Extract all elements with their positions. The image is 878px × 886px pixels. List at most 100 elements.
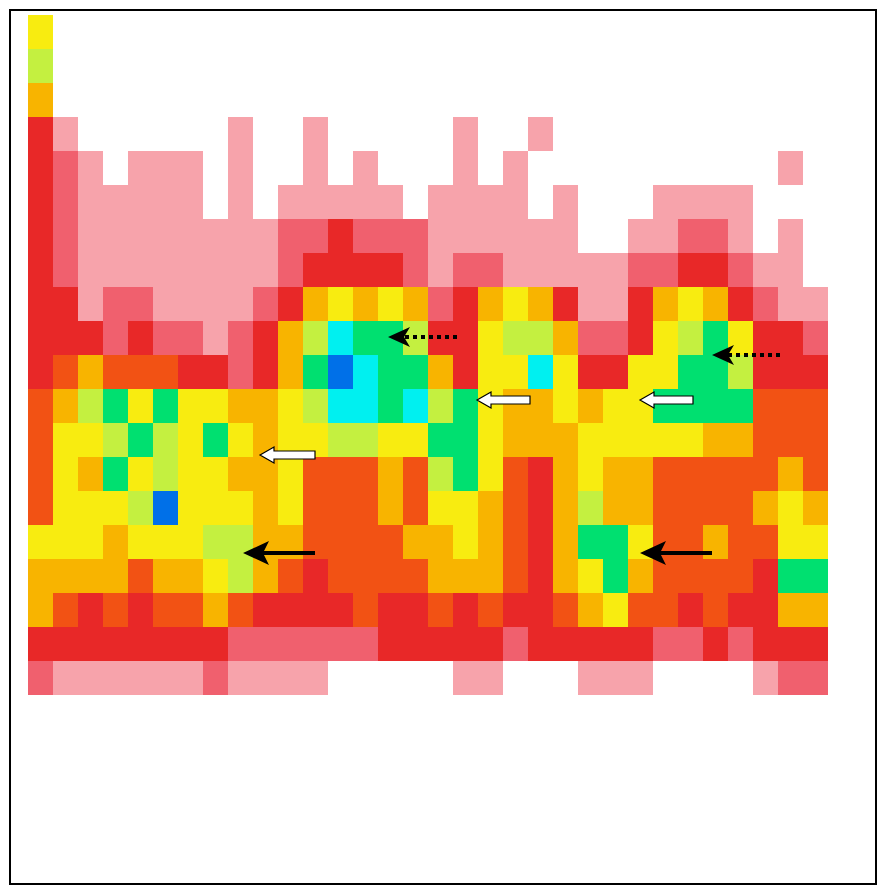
cell (253, 151, 279, 186)
cell (678, 457, 704, 492)
cell (428, 219, 454, 254)
cell (728, 83, 754, 118)
cell (203, 49, 229, 84)
cell (203, 219, 229, 254)
cell (28, 185, 54, 220)
cell (478, 661, 504, 695)
cell (453, 627, 479, 662)
cell (178, 491, 204, 526)
cell (278, 389, 304, 424)
cell (578, 253, 604, 288)
cell (78, 355, 104, 390)
cell (553, 355, 579, 390)
cell (628, 491, 654, 526)
cell (503, 593, 529, 628)
cell (328, 321, 354, 356)
cell (228, 151, 254, 186)
cell (28, 627, 54, 662)
cell (328, 423, 354, 458)
cell (253, 15, 279, 50)
cell (353, 559, 379, 594)
cell (253, 661, 279, 695)
cell (403, 661, 429, 695)
cell (303, 593, 329, 628)
cell (403, 491, 429, 526)
cell (703, 117, 729, 152)
cell (103, 491, 129, 526)
cell (653, 389, 679, 424)
cell (528, 219, 554, 254)
cell (803, 457, 828, 492)
cell (78, 389, 104, 424)
cell (253, 559, 279, 594)
cell (428, 49, 454, 84)
cell (428, 355, 454, 390)
cell (603, 525, 629, 560)
cell (228, 287, 254, 322)
cell (278, 457, 304, 492)
cell (778, 355, 804, 390)
cell (53, 491, 79, 526)
cell (803, 321, 828, 356)
cell (78, 661, 104, 695)
cell (453, 559, 479, 594)
cell (503, 219, 529, 254)
cell (353, 355, 379, 390)
frame (10, 10, 876, 884)
cell (153, 321, 179, 356)
cell (203, 83, 229, 118)
cell (553, 49, 579, 84)
cell (353, 525, 379, 560)
cell (428, 389, 454, 424)
cell (303, 389, 329, 424)
cell (728, 559, 754, 594)
cell (128, 185, 154, 220)
cell (253, 219, 279, 254)
cell (628, 627, 654, 662)
cell (203, 117, 229, 152)
cell (603, 117, 629, 152)
cell (778, 423, 804, 458)
cell (703, 287, 729, 322)
cell (28, 321, 54, 356)
cell (628, 593, 654, 628)
cell (578, 185, 604, 220)
cell (628, 287, 654, 322)
cell (53, 83, 79, 118)
cell (128, 457, 154, 492)
cell (578, 287, 604, 322)
cell (378, 253, 404, 288)
cell (153, 117, 179, 152)
cell (528, 525, 554, 560)
cell (28, 49, 54, 84)
cell (578, 117, 604, 152)
cell (28, 117, 54, 152)
cell (128, 83, 154, 118)
cell (753, 491, 779, 526)
cell (53, 525, 79, 560)
cell (228, 321, 254, 356)
cell (728, 355, 754, 390)
cell (28, 559, 54, 594)
cell (553, 321, 579, 356)
cell (328, 389, 354, 424)
cell (53, 151, 79, 186)
cell (553, 287, 579, 322)
cell (578, 457, 604, 492)
cell (353, 151, 379, 186)
cell (253, 185, 279, 220)
cell (653, 287, 679, 322)
cell (578, 49, 604, 84)
cell (428, 15, 454, 50)
cell (403, 525, 429, 560)
cell (328, 117, 354, 152)
cell (753, 117, 779, 152)
cell (778, 321, 804, 356)
cell (178, 49, 204, 84)
cell (803, 253, 828, 288)
cell (778, 83, 804, 118)
cell (228, 627, 254, 662)
cell (328, 185, 354, 220)
cell (653, 559, 679, 594)
cell (303, 117, 329, 152)
